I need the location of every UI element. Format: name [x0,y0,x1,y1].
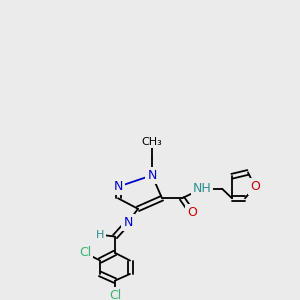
Text: NH: NH [193,182,211,195]
Text: N: N [147,169,157,182]
Text: H: H [96,230,104,240]
Text: Cl: Cl [79,246,91,260]
Text: Cl: Cl [109,289,121,300]
Text: O: O [250,180,260,193]
Text: O: O [187,206,197,219]
Text: CH₃: CH₃ [142,137,162,147]
Text: N: N [113,180,123,193]
Text: N: N [123,216,133,229]
